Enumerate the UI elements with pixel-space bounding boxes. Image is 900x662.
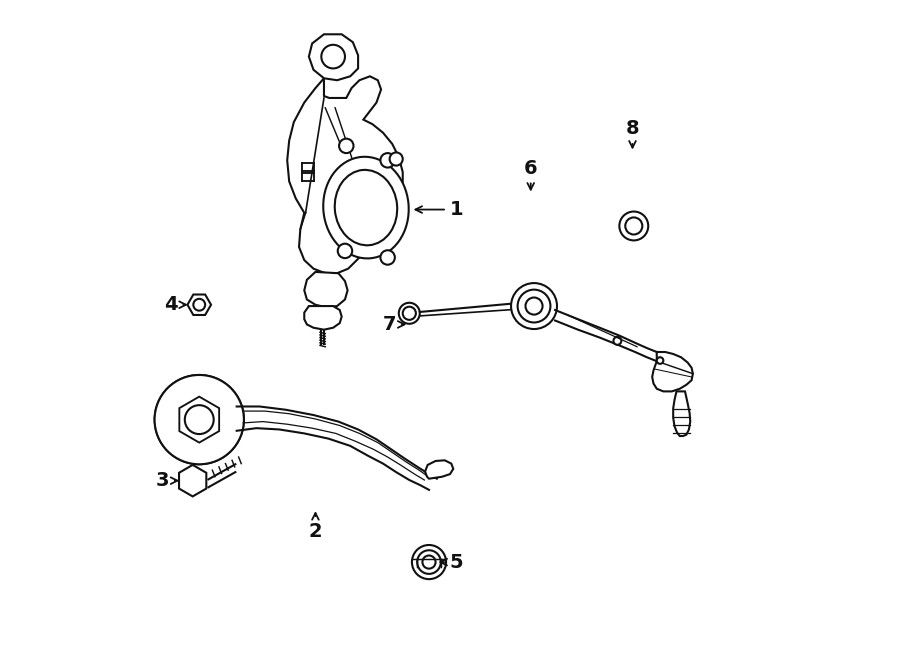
Circle shape xyxy=(511,283,557,329)
Circle shape xyxy=(526,297,543,314)
Polygon shape xyxy=(425,460,454,479)
Circle shape xyxy=(321,45,345,68)
Circle shape xyxy=(399,303,419,324)
Circle shape xyxy=(155,375,244,464)
Circle shape xyxy=(418,550,441,574)
Circle shape xyxy=(626,217,643,234)
Polygon shape xyxy=(673,391,690,436)
Text: 5: 5 xyxy=(440,553,464,571)
Circle shape xyxy=(657,357,663,364)
Circle shape xyxy=(402,307,416,320)
Circle shape xyxy=(518,290,551,322)
Polygon shape xyxy=(187,295,212,315)
Circle shape xyxy=(172,392,227,448)
Polygon shape xyxy=(287,76,402,273)
Circle shape xyxy=(381,250,395,265)
Text: 6: 6 xyxy=(524,159,537,190)
Text: 1: 1 xyxy=(416,200,464,219)
Polygon shape xyxy=(309,34,358,80)
Circle shape xyxy=(339,138,354,153)
Circle shape xyxy=(422,555,436,569)
Circle shape xyxy=(614,337,621,345)
Text: 7: 7 xyxy=(382,315,404,334)
Polygon shape xyxy=(652,352,693,391)
Circle shape xyxy=(184,405,213,434)
Text: 2: 2 xyxy=(309,513,322,541)
Circle shape xyxy=(155,375,244,464)
Ellipse shape xyxy=(335,170,397,246)
Polygon shape xyxy=(304,306,342,330)
Text: 4: 4 xyxy=(164,295,186,314)
Text: 8: 8 xyxy=(626,119,639,148)
Polygon shape xyxy=(304,272,347,307)
Circle shape xyxy=(619,212,648,240)
Circle shape xyxy=(390,152,402,166)
Circle shape xyxy=(194,299,205,310)
Circle shape xyxy=(381,153,395,167)
Polygon shape xyxy=(179,397,219,443)
Ellipse shape xyxy=(323,157,409,258)
Circle shape xyxy=(163,383,235,455)
Circle shape xyxy=(412,545,446,579)
Circle shape xyxy=(338,244,352,258)
Polygon shape xyxy=(179,465,206,496)
Text: 3: 3 xyxy=(156,471,177,490)
